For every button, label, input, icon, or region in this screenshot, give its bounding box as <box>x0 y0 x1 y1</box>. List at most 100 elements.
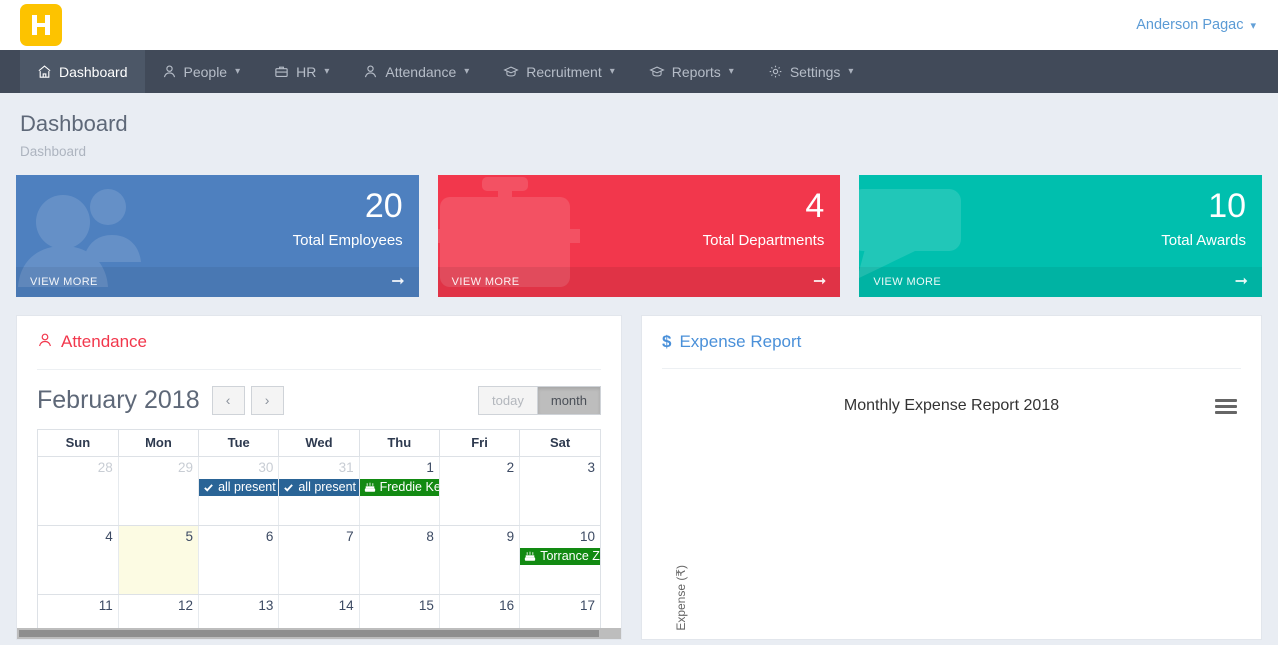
user-icon <box>363 64 378 79</box>
weekday-header: Fri <box>439 429 521 457</box>
view-more-button[interactable]: VIEW MORE ➞ <box>859 266 1263 297</box>
birthday-cake-icon <box>364 482 376 493</box>
top-bar: Anderson Pagac ▾ <box>0 0 1278 50</box>
birthday-cake-icon <box>524 551 536 562</box>
scrollbar-thumb[interactable] <box>19 629 599 637</box>
stat-card-label: Total Awards <box>1161 231 1247 249</box>
chevron-down-icon: ▾ <box>464 66 470 77</box>
calendar-day-cell[interactable]: 2 <box>439 456 521 526</box>
page-title: Dashboard <box>20 111 128 136</box>
nav-item-recruitment[interactable]: Recruitment ▾ <box>486 50 632 93</box>
view-more-label: VIEW MORE <box>451 275 520 288</box>
chevron-down-icon: ▾ <box>235 66 241 77</box>
weekday-header: Tue <box>198 429 280 457</box>
attendance-title-text: Attendance <box>61 332 148 351</box>
view-more-button[interactable]: VIEW MORE ➞ <box>16 266 419 297</box>
nav-item-people[interactable]: People ▾ <box>145 50 258 93</box>
calendar-view-buttons: today month <box>478 385 601 415</box>
stat-card-body: 4 Total Departments <box>703 189 825 249</box>
calendar-day-number: 16 <box>499 597 515 613</box>
calendar-day-number: 12 <box>178 597 194 613</box>
hamburger-menu-icon[interactable] <box>1215 397 1237 417</box>
chevron-down-icon: ▾ <box>1250 19 1256 32</box>
gear-icon <box>768 64 783 79</box>
nav-label: Settings <box>789 63 841 80</box>
calendar-day-number: 31 <box>338 459 354 475</box>
stat-card-total-departments[interactable]: 4 Total Departments VIEW MORE ➞ <box>437 174 841 297</box>
calendar-day-number: 28 <box>97 459 113 475</box>
calendar-day-cell[interactable]: 8 <box>359 525 440 595</box>
nav-item-hr[interactable]: HR ▾ <box>257 50 346 93</box>
check-icon <box>203 482 214 493</box>
chart-title: Monthly Expense Report 2018 <box>843 396 1060 414</box>
calendar-prev-button[interactable]: ‹ <box>211 385 245 415</box>
calendar-day-cell[interactable]: 7 <box>278 525 360 595</box>
chevron-down-icon: ▾ <box>609 66 615 77</box>
calendar-event[interactable]: Torrance Z <box>520 547 600 565</box>
stat-card-total-employees[interactable]: 20 Total Employees VIEW MORE ➞ <box>16 174 419 297</box>
chart-y-axis-label: Expense (₹) <box>674 564 688 631</box>
calendar-day-cell[interactable]: 4 <box>38 525 119 595</box>
calendar-day-cell[interactable]: 28 <box>38 456 119 526</box>
calendar-header-row: Sun Mon Tue Wed Thu Fri Sat <box>38 429 600 457</box>
stat-card-body: 10 Total Awards <box>1161 189 1246 249</box>
calendar-week-row: 4 5 6 7 8 9 10 Torrance Z <box>38 525 600 595</box>
nav-item-reports[interactable]: Reports ▾ <box>632 50 751 93</box>
calendar-day-cell[interactable]: 1 Freddie Ke <box>359 456 440 526</box>
horizontal-scrollbar[interactable] <box>17 627 621 639</box>
calendar-month-view-button[interactable]: month <box>536 385 601 415</box>
calendar-day-number: 3 <box>587 459 595 475</box>
stat-card-count: 20 <box>364 186 403 225</box>
expense-chart: Monthly Expense Report 2018 Expense (₹) <box>662 369 1241 639</box>
calendar-day-cell[interactable]: 5 <box>118 525 200 595</box>
weekday-header: Thu <box>359 429 440 457</box>
nav-item-attendance[interactable]: Attendance ▾ <box>346 50 486 93</box>
weekday-header: Sun <box>38 429 119 457</box>
calendar-day-cell[interactable]: 10 Torrance Z <box>519 525 600 595</box>
logo-letter-h-icon <box>32 15 50 35</box>
calendar-day-cell[interactable]: 31 all present <box>278 456 360 526</box>
nav-item-dashboard[interactable]: Dashboard <box>20 50 145 93</box>
calendar-day-cell[interactable]: 30 all present <box>198 456 280 526</box>
stat-card-body: 20 Total Employees <box>293 189 403 249</box>
check-icon <box>283 482 294 493</box>
calendar-event[interactable]: all present <box>199 478 279 496</box>
main-nav: Dashboard People ▾ HR ▾ Attendance ▾ <box>0 50 1278 93</box>
calendar-day-cell[interactable]: 9 <box>439 525 521 595</box>
calendar-event[interactable]: all present <box>279 478 359 496</box>
app-logo[interactable] <box>20 4 62 46</box>
briefcase-icon <box>274 64 289 79</box>
calendar-day-number: 5 <box>185 528 194 544</box>
calendar-toolbar: February 2018 ‹ › today month <box>37 370 601 429</box>
calendar-month-label: February 2018 <box>37 385 200 414</box>
calendar-event[interactable]: Freddie Ke <box>359 478 439 496</box>
home-icon <box>37 64 52 79</box>
user-icon <box>162 64 177 79</box>
calendar-today-button[interactable]: today <box>478 385 537 415</box>
calendar-next-button[interactable]: › <box>250 385 284 415</box>
user-icon <box>37 332 53 353</box>
stat-card-total-awards[interactable]: 10 Total Awards VIEW MORE ➞ <box>859 174 1263 297</box>
calendar-day-number: 15 <box>418 597 434 613</box>
page-header: Dashboard Dashboard <box>0 93 1278 159</box>
panels-row: Attendance February 2018 ‹ › today month… <box>0 297 1278 640</box>
calendar-day-number: 2 <box>506 459 515 475</box>
dollar-icon: $ <box>662 331 672 351</box>
stat-card-label: Total Employees <box>292 231 403 249</box>
calendar-day-cell[interactable]: 29 <box>118 456 200 526</box>
calendar-event-label: Freddie Ke <box>379 479 439 494</box>
user-menu[interactable]: Anderson Pagac ▾ <box>1136 17 1262 33</box>
view-more-button[interactable]: VIEW MORE ➞ <box>437 266 841 297</box>
calendar-event-label: all present <box>218 479 276 494</box>
calendar-grid: Sun Mon Tue Wed Thu Fri Sat 28 29 30 all pr… <box>37 428 601 639</box>
nav-item-settings[interactable]: Settings ▾ <box>751 50 871 93</box>
attendance-panel-title: Attendance <box>37 332 601 353</box>
calendar-day-cell[interactable]: 3 <box>519 456 600 526</box>
calendar-day-number: 17 <box>579 597 595 613</box>
calendar-day-number: 6 <box>265 528 274 544</box>
view-more-label: VIEW MORE <box>30 275 98 288</box>
calendar-day-cell[interactable]: 6 <box>198 525 280 595</box>
weekday-header: Sat <box>519 429 600 457</box>
nav-label: Dashboard <box>59 63 128 80</box>
nav-label: People <box>183 63 228 80</box>
